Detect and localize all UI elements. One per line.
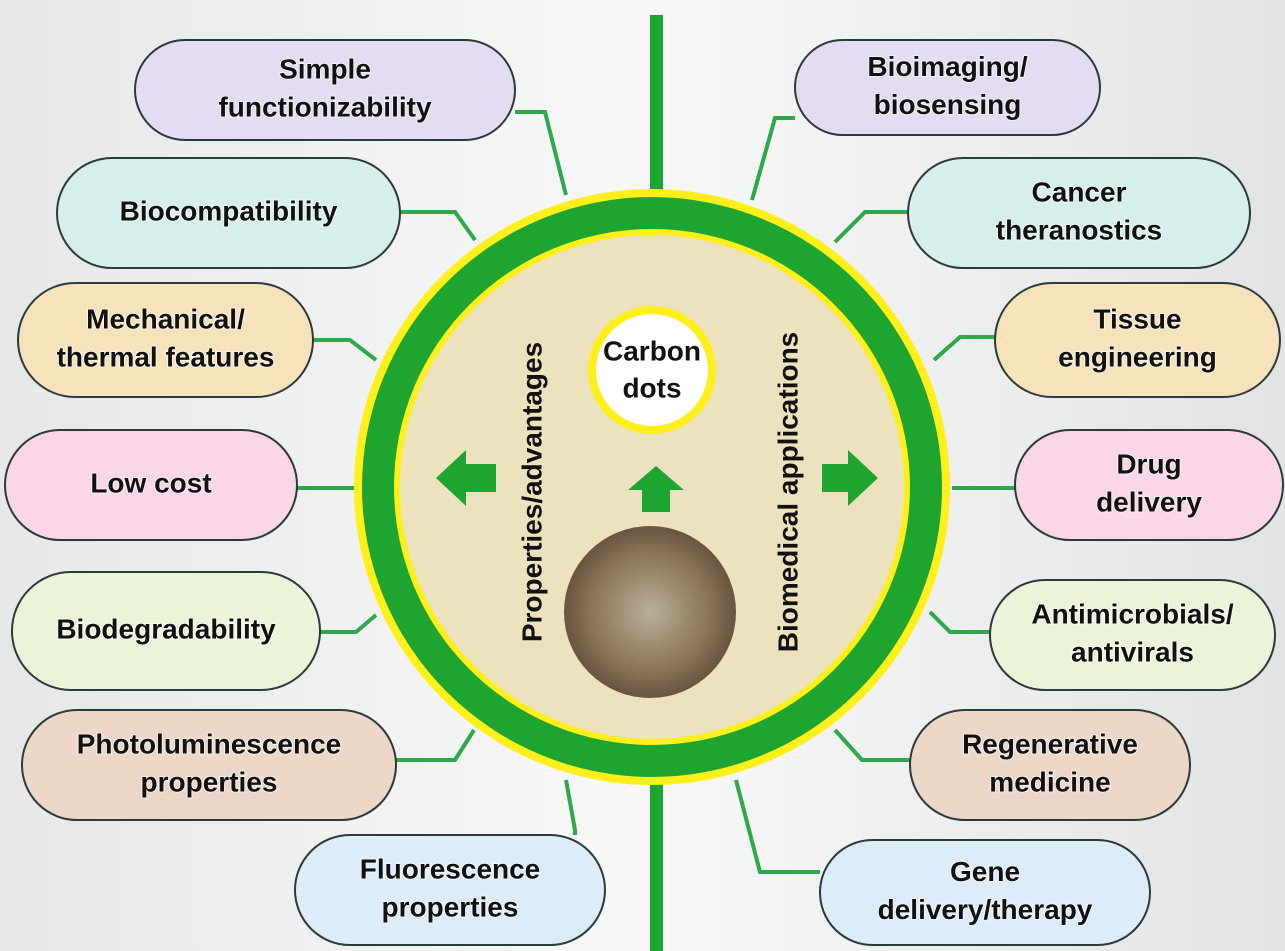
node-label: Drug [1116,448,1181,479]
node: Photoluminescence properties [22,710,396,820]
node: Low cost [5,430,297,540]
node-label: Low cost [90,467,211,498]
node-label: Antimicrobials/ [1031,598,1233,629]
node-label: properties [141,766,278,797]
node-label: Biodegradability [56,613,276,644]
node: Gene delivery/therapy [820,840,1150,945]
node-label: Biocompatibility [120,195,338,226]
node-label: Mechanical/ [86,303,245,334]
node-label: Photoluminescence [77,728,342,759]
node-label: Bioimaging/ [867,51,1027,82]
node-label: delivery [1096,486,1202,517]
node-box [990,580,1275,690]
node-label: delivery/therapy [878,894,1093,925]
node-box [295,835,605,945]
center-label: dots [622,372,681,403]
node: Tissue engineering [995,283,1280,397]
node-box [908,158,1250,268]
node-label: Gene [950,856,1020,887]
diagram: Carbon dots Properties/advantages Biomed… [0,0,1285,951]
node-box [910,710,1190,820]
node-label: Tissue [1093,303,1181,334]
food-waste-image [564,526,736,698]
node-box [18,283,313,397]
node-label: biosensing [874,89,1022,120]
node: Regenerative medicine [910,710,1190,820]
node-label: Cancer [1032,176,1127,207]
node: Antimicrobials/antivirals [990,580,1275,690]
node-label: medicine [989,766,1110,797]
right-label: Biomedical applications [772,332,803,653]
carbon-dots-circle [596,314,708,426]
node-box [1015,430,1283,540]
node-label: engineering [1058,341,1217,372]
node: Cancer theranostics [908,158,1250,268]
node: Drug delivery [1015,430,1283,540]
node-box [995,283,1280,397]
left-label: Properties/advantages [516,342,547,642]
node: Mechanical/thermal features [18,283,313,397]
food-waste [564,526,736,698]
node-label: properties [382,891,519,922]
node: Fluorescence properties [295,835,605,945]
node-label: thermal features [57,341,275,372]
node: Biocompatibility [57,158,400,268]
node-label: theranostics [996,214,1163,245]
node-label: Fluorescence [360,853,541,884]
node: Simple functionizability [135,40,515,140]
node: Bioimaging/biosensing [795,40,1100,135]
node-label: antivirals [1071,636,1194,667]
node-label: Simple [279,53,371,84]
node-label: Regenerative [962,728,1138,759]
node: Biodegradability [12,572,320,690]
node-box [22,710,396,820]
node-label: functionizability [218,91,432,122]
center-label: Carbon [603,335,701,366]
